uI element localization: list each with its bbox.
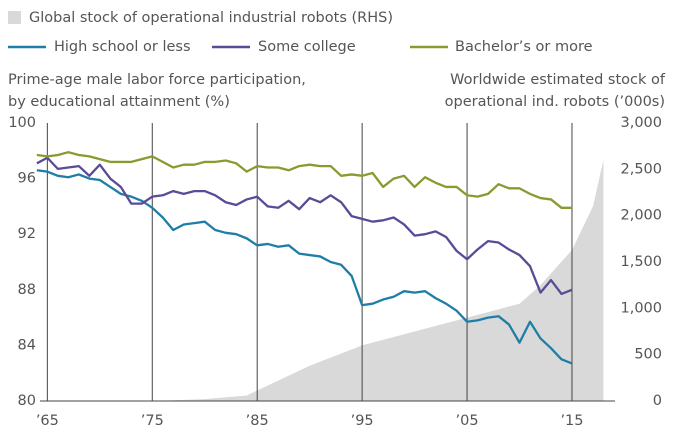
line	[36, 156, 573, 296]
y2-tick-label: 3,000	[620, 115, 662, 131]
y2-tick-label: 2,000	[620, 208, 662, 224]
x-tick-label: ’85	[246, 413, 269, 429]
legend-swatch	[8, 11, 21, 24]
legend-label: High school or less	[54, 39, 191, 55]
y-tick-label: 84	[18, 337, 36, 353]
legend-label: Global stock of operational industrial r…	[29, 10, 393, 26]
x-tick-label: ’95	[351, 413, 374, 429]
line	[36, 151, 572, 209]
y2-tick-label: 500	[634, 347, 662, 363]
y2-tick-label: 2,500	[620, 161, 662, 177]
y-tick-label: 92	[18, 226, 36, 242]
x-tick-label: ’05	[456, 413, 479, 429]
y-tick-label: 80	[18, 393, 36, 409]
legend-label: Bachelor’s or more	[455, 39, 593, 55]
x-tick-label: ’75	[141, 413, 164, 429]
y-tick-label: 96	[18, 171, 36, 187]
x-tick-label: ’65	[36, 413, 59, 429]
y2-tick-label: 1,500	[620, 254, 662, 270]
y-tick-label: 100	[8, 115, 36, 131]
y2-tick-label: 0	[653, 393, 662, 409]
legend-label: Some college	[258, 39, 356, 55]
left-axis-title: Prime-age male labor force participation…	[8, 72, 306, 88]
left-axis-title: by educational attainment (%)	[8, 94, 230, 110]
y2-tick-label: 1,000	[620, 300, 662, 316]
right-axis-title: Worldwide estimated stock of	[450, 72, 666, 88]
y-tick-label: 88	[18, 282, 36, 298]
x-tick-label: ’15	[560, 413, 583, 429]
right-axis-title: operational ind. robots (’000s)	[445, 94, 665, 110]
area	[152, 160, 604, 401]
